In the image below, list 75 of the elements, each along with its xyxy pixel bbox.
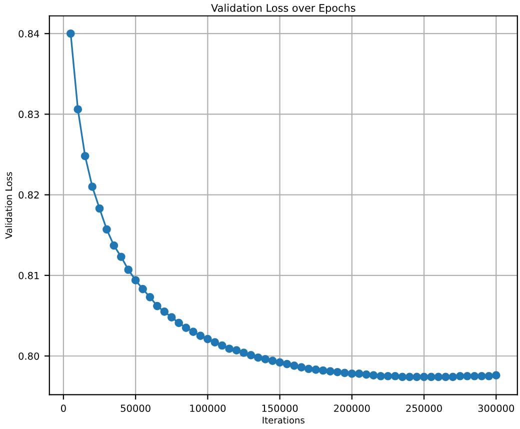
point — [369, 371, 378, 380]
point — [478, 372, 486, 380]
point — [240, 348, 248, 357]
point — [340, 368, 349, 378]
point — [326, 367, 334, 376]
x-tick-label: 250000 — [406, 404, 442, 412]
point — [160, 308, 169, 316]
point — [225, 344, 234, 353]
point — [88, 182, 96, 191]
point — [210, 338, 220, 346]
point — [261, 355, 270, 364]
point — [153, 302, 162, 310]
point — [110, 241, 118, 250]
y-tick-label: 0.82 — [18, 191, 39, 199]
point — [441, 372, 450, 382]
point — [102, 225, 111, 234]
x-tick-label: 150000 — [262, 404, 298, 412]
point — [146, 292, 154, 302]
point — [196, 332, 205, 340]
point — [290, 362, 298, 370]
x-tick-label: 300000 — [478, 404, 514, 412]
point — [282, 360, 292, 368]
point — [318, 366, 328, 375]
x-tick-label: 50000 — [120, 404, 150, 412]
x-tick-label: 200000 — [334, 404, 370, 412]
point — [484, 372, 494, 380]
y-tick-label: 0.83 — [18, 110, 39, 118]
point — [384, 372, 392, 380]
point — [124, 266, 133, 274]
point — [218, 341, 226, 350]
point — [276, 358, 284, 367]
point — [391, 372, 400, 380]
point — [362, 370, 370, 379]
point — [448, 372, 458, 382]
point — [405, 372, 414, 382]
point — [246, 351, 256, 360]
point — [80, 152, 90, 160]
point — [434, 372, 443, 382]
point — [204, 334, 212, 344]
point — [427, 372, 436, 382]
point — [174, 318, 184, 328]
y-tick-label: 0.81 — [18, 272, 39, 280]
point — [254, 353, 262, 362]
point — [470, 372, 479, 380]
point — [167, 313, 176, 322]
x-tick-label: 0 — [61, 404, 66, 412]
y-tick-label: 0.84 — [18, 30, 40, 38]
point — [66, 29, 75, 38]
point — [492, 371, 500, 380]
chart-title: Validation Loss over Epochs — [211, 4, 356, 14]
point — [138, 284, 147, 294]
point — [116, 252, 126, 262]
point — [456, 372, 464, 380]
point — [463, 372, 472, 380]
point — [268, 356, 277, 365]
point — [131, 276, 140, 284]
point — [74, 105, 82, 114]
y-tick-label: 0.80 — [18, 352, 40, 360]
point — [420, 372, 428, 382]
point — [376, 372, 385, 380]
x-axis-title: Iterations — [262, 416, 304, 424]
y-axis-title: Validation Loss — [5, 172, 12, 239]
point — [232, 346, 241, 355]
point — [354, 370, 364, 378]
point — [189, 328, 198, 336]
point — [412, 372, 421, 382]
point — [304, 364, 313, 374]
point — [398, 372, 407, 382]
point — [333, 368, 342, 376]
point — [348, 370, 356, 378]
x-tick-label: 100000 — [190, 404, 226, 412]
point — [95, 204, 104, 213]
point — [312, 366, 320, 374]
point — [182, 324, 190, 332]
point — [297, 363, 306, 372]
